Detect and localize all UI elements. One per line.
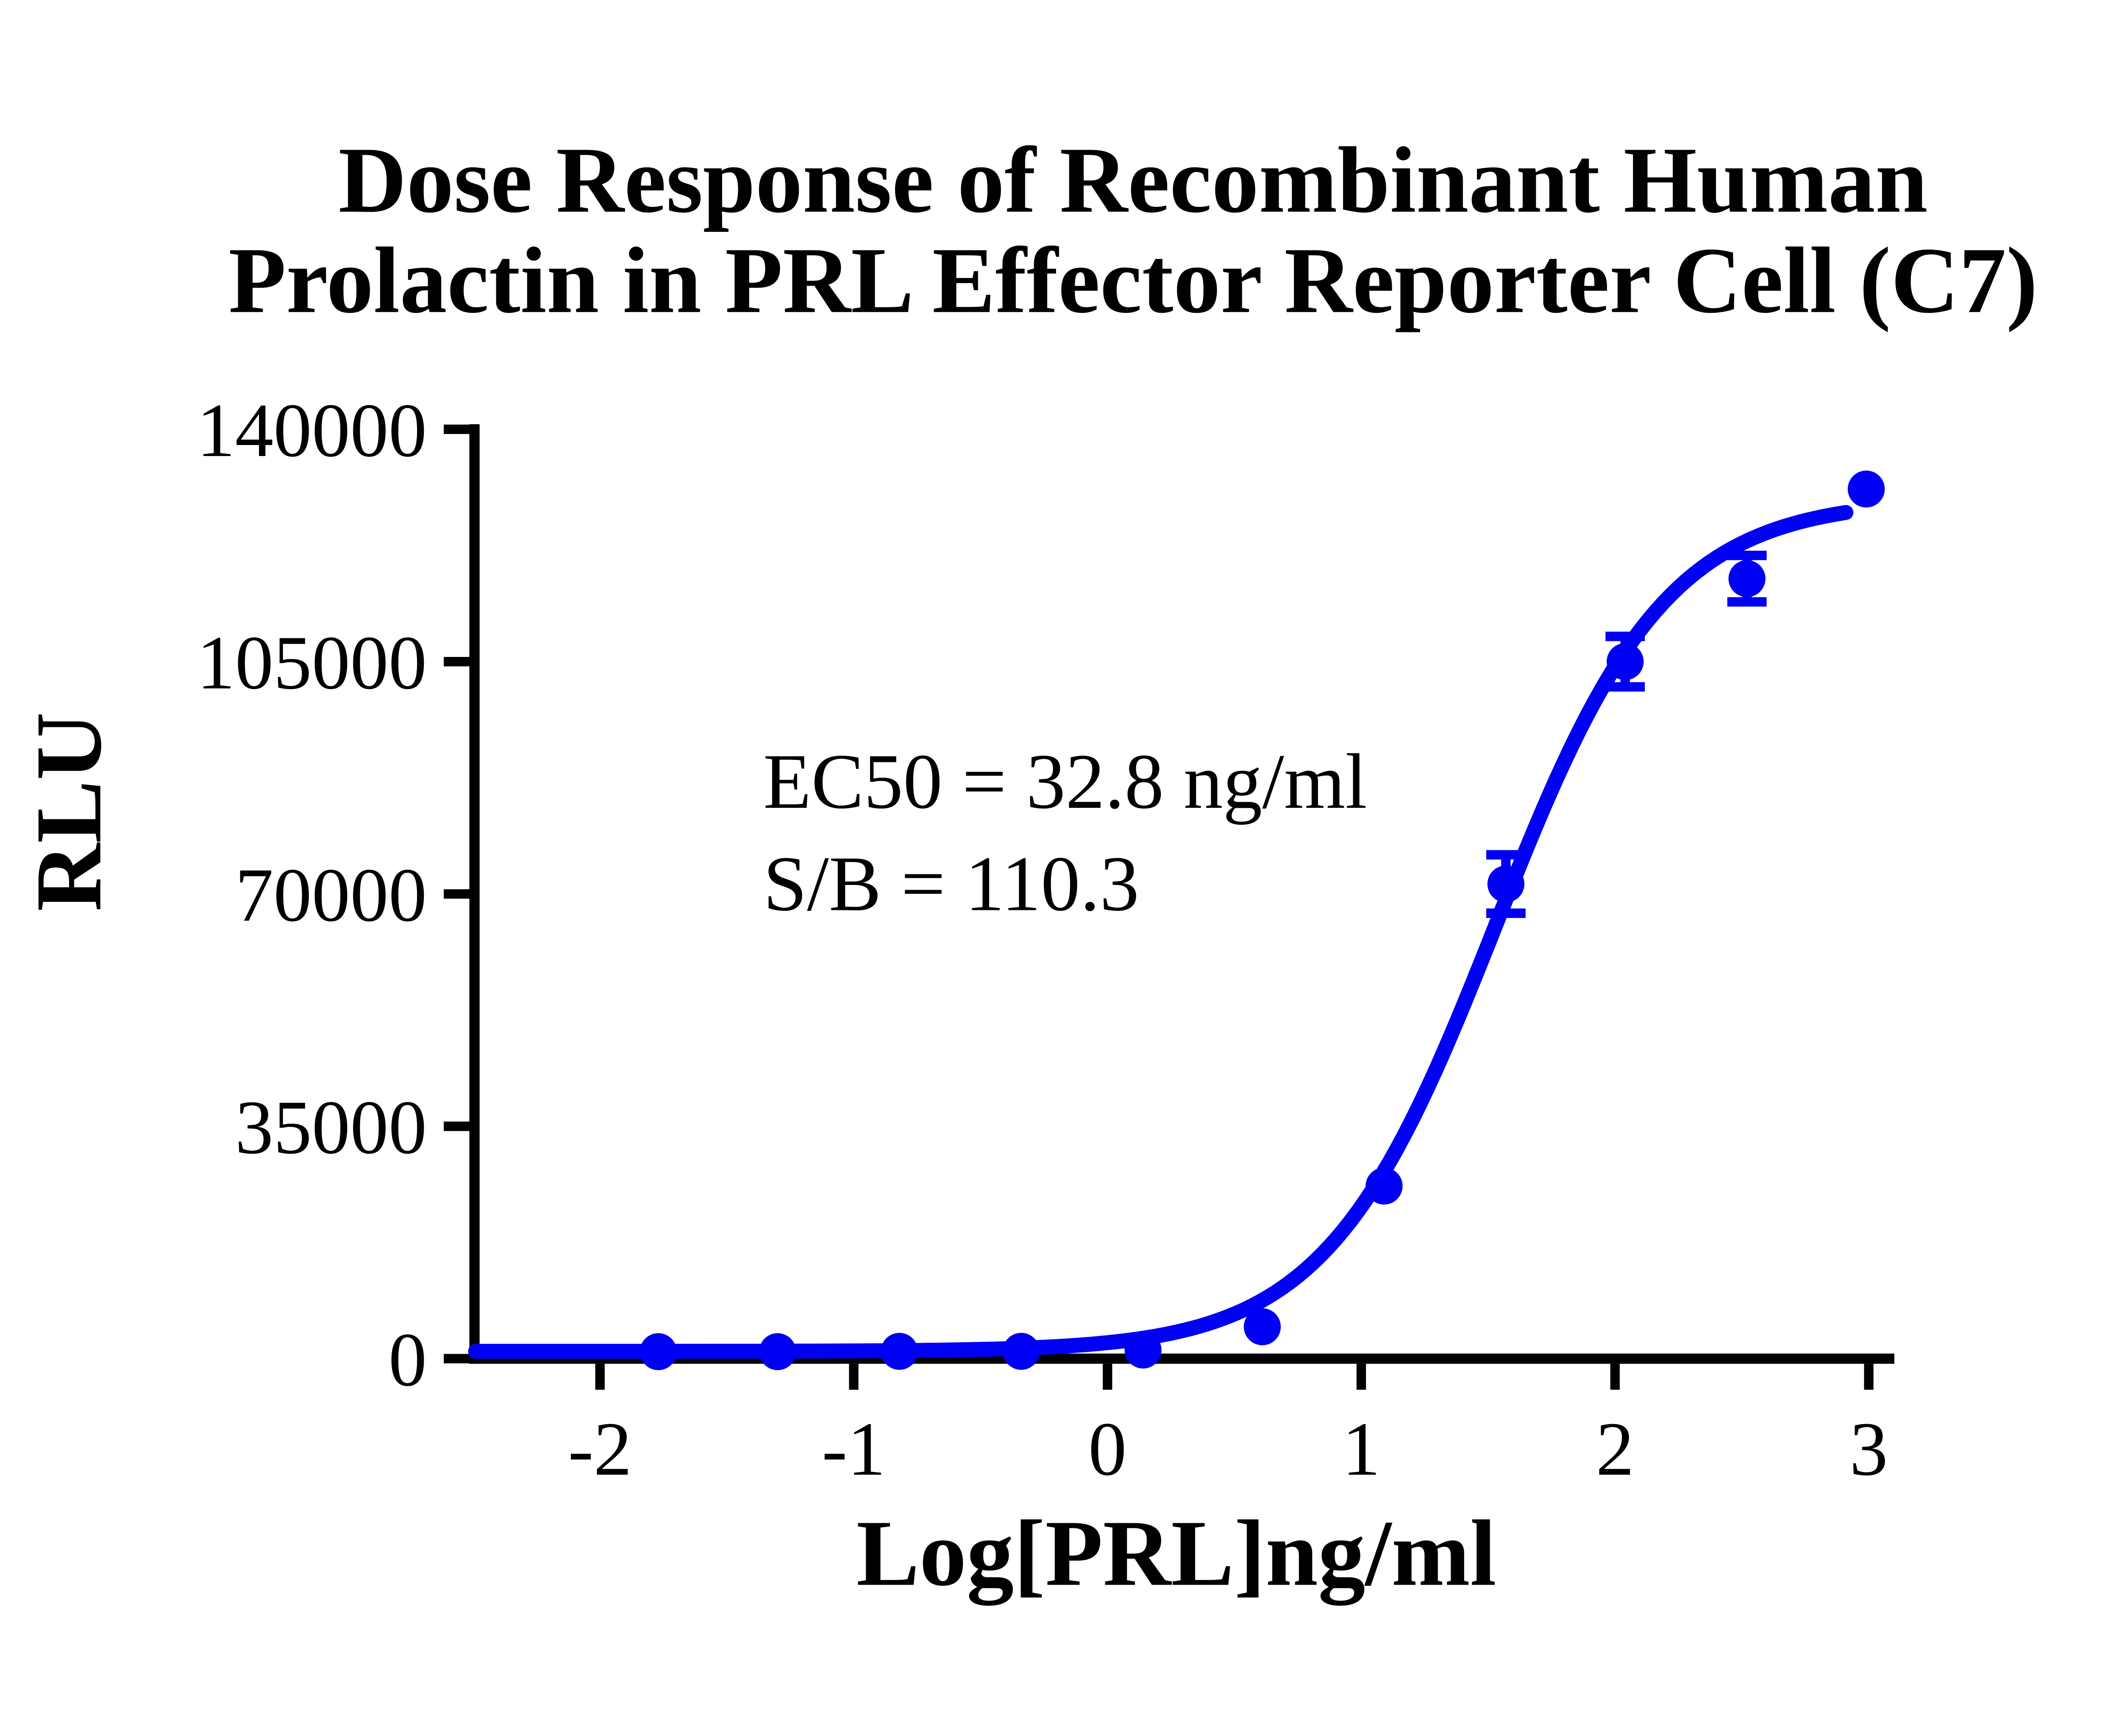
chart-title-line1: Dose Response of Recombinant Human	[338, 128, 1927, 233]
data-point	[759, 1333, 796, 1370]
x-tick-label: 1	[1342, 1407, 1381, 1491]
y-tick-label: 0	[389, 1318, 427, 1402]
chart-background	[0, 62, 2119, 1674]
chart-title-line2: Prolactin in PRL Effector Reporter Cell …	[228, 228, 2038, 333]
x-axis-title: Log[PRL]ng/ml	[856, 1501, 1496, 1605]
y-tick-label: 35000	[235, 1085, 427, 1170]
data-point	[1487, 865, 1524, 903]
y-tick-label: 70000	[235, 853, 427, 938]
data-series	[468, 470, 1885, 1370]
data-point	[1365, 1167, 1403, 1205]
data-point	[881, 1333, 918, 1370]
axes: 0 35000 70000 105000 140000 -2 -1 0 1 2 3	[197, 388, 1894, 1491]
data-point	[1124, 1331, 1162, 1369]
data-point	[640, 1333, 677, 1370]
x-tick-label: -1	[822, 1407, 886, 1491]
x-tick-label: -2	[568, 1407, 632, 1491]
y-tick-label: 105000	[197, 620, 427, 705]
ec50-annotation: EC50 = 32.8 ng/ml	[763, 738, 1367, 825]
x-tick-label: 3	[1849, 1407, 1888, 1491]
sb-annotation: S/B = 110.3	[763, 840, 1139, 927]
x-tick-label: 2	[1596, 1407, 1635, 1491]
annotation-block: EC50 = 32.8 ng/ml S/B = 110.3	[763, 738, 1367, 927]
data-point	[1243, 1308, 1281, 1346]
data-point	[1728, 560, 1766, 597]
y-axis-title: RLU	[17, 712, 121, 911]
data-point	[1003, 1333, 1040, 1370]
y-tick-label: 140000	[197, 388, 427, 473]
data-point	[1607, 643, 1644, 680]
data-point	[1847, 470, 1885, 508]
x-tick-label: 0	[1088, 1407, 1127, 1491]
